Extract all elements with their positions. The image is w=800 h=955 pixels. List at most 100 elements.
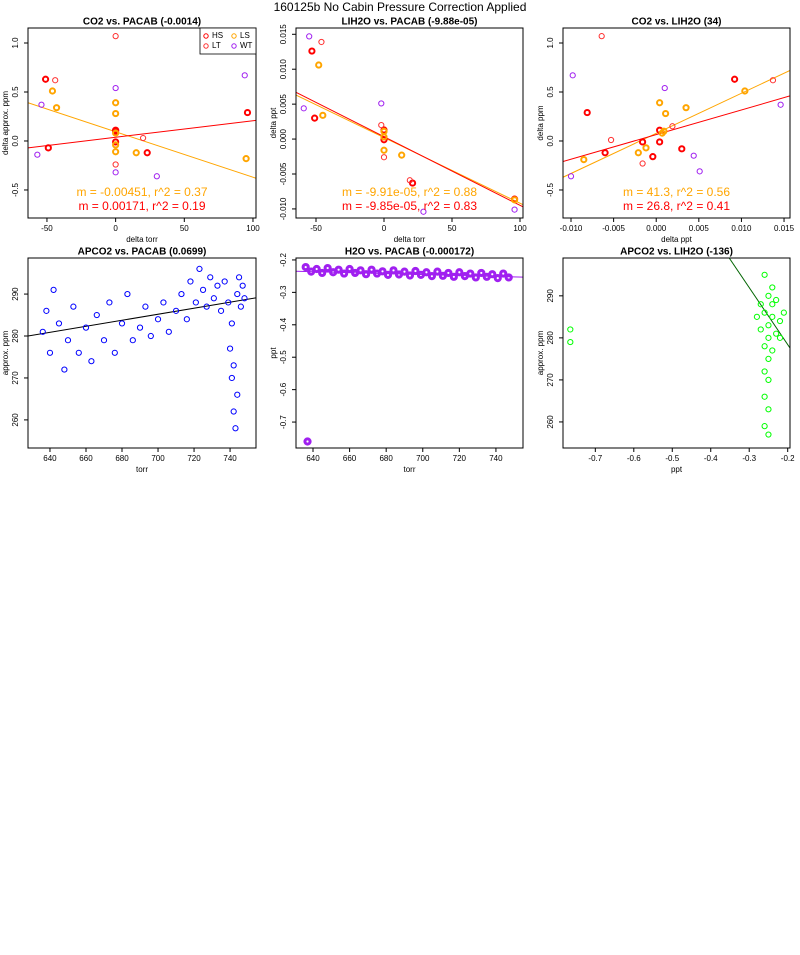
point: [112, 99, 120, 107]
x-tick-label: -50: [310, 224, 322, 233]
point: [334, 265, 343, 274]
point: [239, 282, 246, 289]
point: [165, 328, 172, 335]
y-tick-label: -0.4: [279, 317, 288, 331]
x-tick-label: 50: [448, 224, 457, 233]
point: [422, 268, 431, 277]
point: [112, 161, 119, 168]
y-tick-label: 0.0: [11, 135, 20, 147]
point: [433, 267, 442, 276]
point: [660, 127, 668, 135]
point: [318, 268, 327, 278]
y-tick-label: -0.6: [279, 382, 288, 396]
point: [315, 61, 323, 69]
point: [639, 160, 646, 167]
point: [634, 149, 642, 157]
point: [367, 265, 376, 274]
point: [741, 87, 749, 95]
plot-area: [296, 33, 523, 215]
point: [52, 104, 61, 112]
point: [411, 266, 420, 276]
y-tick-label: 280: [546, 331, 555, 345]
x-tick-label: 0.000: [646, 224, 667, 233]
y-axis-label: delta approx. ppm: [1, 91, 10, 155]
y-tick-label: -0.5: [11, 183, 20, 197]
point: [112, 148, 120, 156]
point: [34, 151, 41, 158]
point: [761, 368, 768, 375]
x-tick-label: 100: [246, 224, 260, 233]
point: [444, 268, 453, 278]
x-tick-label: -0.7: [588, 454, 602, 463]
point: [44, 144, 52, 152]
point: [678, 145, 686, 153]
x-tick-label: -0.010: [560, 224, 583, 233]
x-tick-label: 680: [379, 454, 393, 463]
annotation: m = -9.91e-05, r^2 = 0.88: [342, 185, 477, 199]
point: [777, 101, 784, 108]
plot-frame: [562, 257, 791, 449]
point: [242, 155, 250, 163]
y-tick-label: -0.7: [279, 415, 288, 429]
point: [226, 345, 234, 352]
point: [228, 320, 235, 327]
x-tick-label: 0.005: [689, 224, 710, 233]
point: [389, 266, 398, 275]
point: [64, 337, 72, 344]
point: [466, 269, 475, 278]
y-tick-label: 260: [11, 413, 20, 427]
point: [112, 129, 120, 137]
point: [405, 271, 415, 280]
plot-area: [296, 262, 523, 446]
point: [55, 320, 63, 327]
x-tick-label: 0: [382, 224, 387, 233]
point: [776, 334, 784, 341]
point: [757, 301, 764, 308]
y-tick-label: 0.000: [279, 129, 288, 150]
point: [111, 349, 118, 356]
point: [214, 282, 221, 289]
point: [311, 114, 319, 122]
y-tick-label: 260: [546, 415, 555, 429]
x-tick-label: -50: [41, 224, 53, 233]
point: [112, 33, 119, 40]
point: [124, 290, 131, 298]
point: [567, 338, 574, 346]
point: [112, 141, 120, 149]
x-axis-label: delta ppt: [661, 235, 692, 244]
y-tick-label: 1.0: [546, 37, 555, 49]
y-tick-label: 0.005: [279, 94, 288, 115]
legend-marker: [231, 43, 237, 49]
y-tick-label: 0.5: [11, 86, 20, 98]
point: [232, 425, 239, 432]
point: [323, 263, 332, 273]
point: [241, 72, 248, 79]
x-tick-label: 640: [43, 454, 57, 463]
legend-label: HS: [212, 31, 223, 40]
point: [378, 100, 385, 107]
y-axis-label: ppt: [269, 347, 278, 359]
chart-title: APCO2 vs. LIH2O (-136): [620, 247, 733, 258]
point: [312, 264, 321, 274]
point: [237, 303, 244, 310]
point: [43, 307, 50, 314]
point: [207, 274, 214, 281]
point: [187, 278, 194, 285]
point: [765, 355, 772, 362]
point: [427, 272, 437, 281]
point: [661, 109, 670, 118]
point: [773, 330, 780, 337]
legend-label: LS: [240, 31, 250, 40]
point: [118, 320, 126, 327]
plot-area: [28, 265, 256, 432]
plot-frame: [295, 257, 524, 449]
x-tick-label: 0.015: [774, 224, 795, 233]
point: [731, 75, 739, 83]
point: [143, 149, 151, 157]
point: [757, 326, 764, 333]
x-axis-label: ppt: [671, 465, 683, 474]
point: [583, 108, 591, 117]
point: [88, 358, 95, 365]
point: [75, 349, 82, 356]
